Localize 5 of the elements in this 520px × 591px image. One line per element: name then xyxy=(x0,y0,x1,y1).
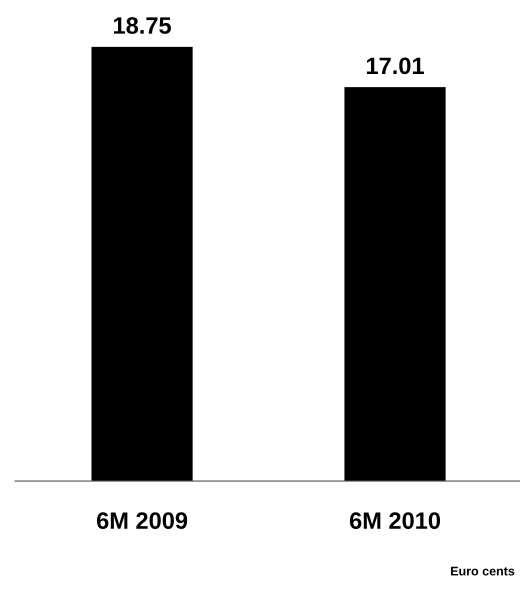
data-label: 18.75 xyxy=(114,17,171,34)
data-label: 17.01 xyxy=(366,57,424,74)
x-tick-label: 6M 2009 xyxy=(96,512,188,529)
text: Euro cents xyxy=(451,566,514,576)
x-tick-label: 6M 2010 xyxy=(350,512,440,529)
